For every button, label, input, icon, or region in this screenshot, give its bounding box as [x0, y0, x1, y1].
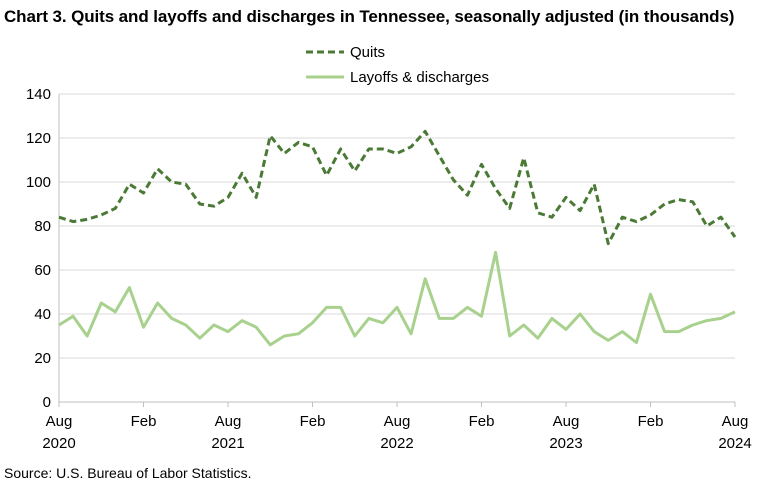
x-tick-label-year: 2020: [42, 435, 75, 452]
x-tick-label-month: Feb: [469, 413, 495, 430]
y-tick-label: 100: [26, 174, 51, 191]
y-tick-label: 40: [34, 306, 51, 323]
y-tick-label: 80: [34, 218, 51, 235]
source-note: Source: U.S. Bureau of Labor Statistics.: [4, 465, 252, 481]
y-tick-label: 0: [43, 394, 51, 411]
y-tick-label: 120: [26, 130, 51, 147]
y-tick-label: 20: [34, 350, 51, 367]
legend-label: Layoffs & discharges: [350, 69, 489, 86]
x-tick-label-month: Feb: [638, 413, 664, 430]
x-tick-label-month: Aug: [384, 413, 411, 430]
x-tick-label-month: Aug: [215, 413, 242, 430]
x-axis: Aug 2020 Feb Aug 2021 Feb Aug 2022 Feb Aug 2023 Feb…: [42, 94, 752, 452]
x-tick-label-month: Feb: [300, 413, 326, 430]
x-tick-label-year: 2022: [380, 435, 413, 452]
series-layer: [58, 129, 737, 347]
x-tick-label-year: 2021: [211, 435, 244, 452]
y-axis-ticks: 0 20 40 60 80 100 120 140: [26, 86, 51, 411]
chart-title: Chart 3. Quits and layoffs and discharge…: [4, 7, 735, 26]
x-tick-label-month: Aug: [722, 413, 749, 430]
legend: Quits Layoffs & discharges: [306, 44, 489, 86]
x-tick-label-month: Aug: [46, 413, 73, 430]
x-tick-label-year: 2023: [549, 435, 582, 452]
series-line-quits: [58, 129, 737, 246]
legend-label: Quits: [350, 44, 385, 61]
x-tick-label-month: Feb: [131, 413, 157, 430]
x-tick-label-month: Aug: [553, 413, 580, 430]
x-tick-label-year: 2024: [718, 435, 751, 452]
y-tick-label: 60: [34, 262, 51, 279]
y-tick-label: 140: [26, 86, 51, 103]
gridlines: [59, 93, 735, 359]
series-line-layoffs-discharges: [58, 250, 736, 347]
